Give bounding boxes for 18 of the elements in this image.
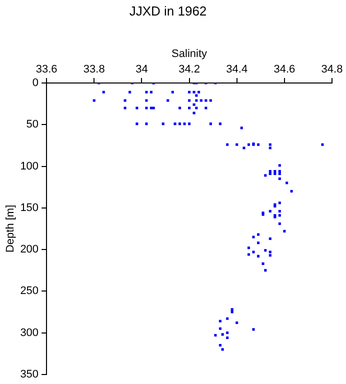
- y-tick-label: 150: [20, 202, 39, 214]
- y-tick-label: 0: [32, 77, 39, 90]
- y-tick-label: 100: [20, 160, 39, 172]
- x-tick-label: 33.8: [83, 63, 105, 76]
- x-tick-label: 33.6: [36, 63, 58, 76]
- y-tick-label: 300: [20, 326, 39, 339]
- y-tick-label: 350: [20, 368, 39, 380]
- y-tick-label: 200: [20, 244, 39, 256]
- x-axis-title: Salinity: [172, 48, 208, 60]
- x-tick-label: 34.6: [274, 63, 296, 76]
- y-tick-label: 250: [20, 285, 39, 298]
- x-tick-label: 34.2: [178, 63, 200, 76]
- x-tick-label: 34: [136, 63, 148, 76]
- y-axis-title: Depth [m]: [4, 204, 17, 253]
- chart-title: JJXD in 1962: [129, 3, 207, 18]
- x-tick-label: 34.8: [321, 63, 343, 76]
- x-tick-label: 34.4: [226, 63, 248, 76]
- y-tick-label: 50: [26, 118, 39, 131]
